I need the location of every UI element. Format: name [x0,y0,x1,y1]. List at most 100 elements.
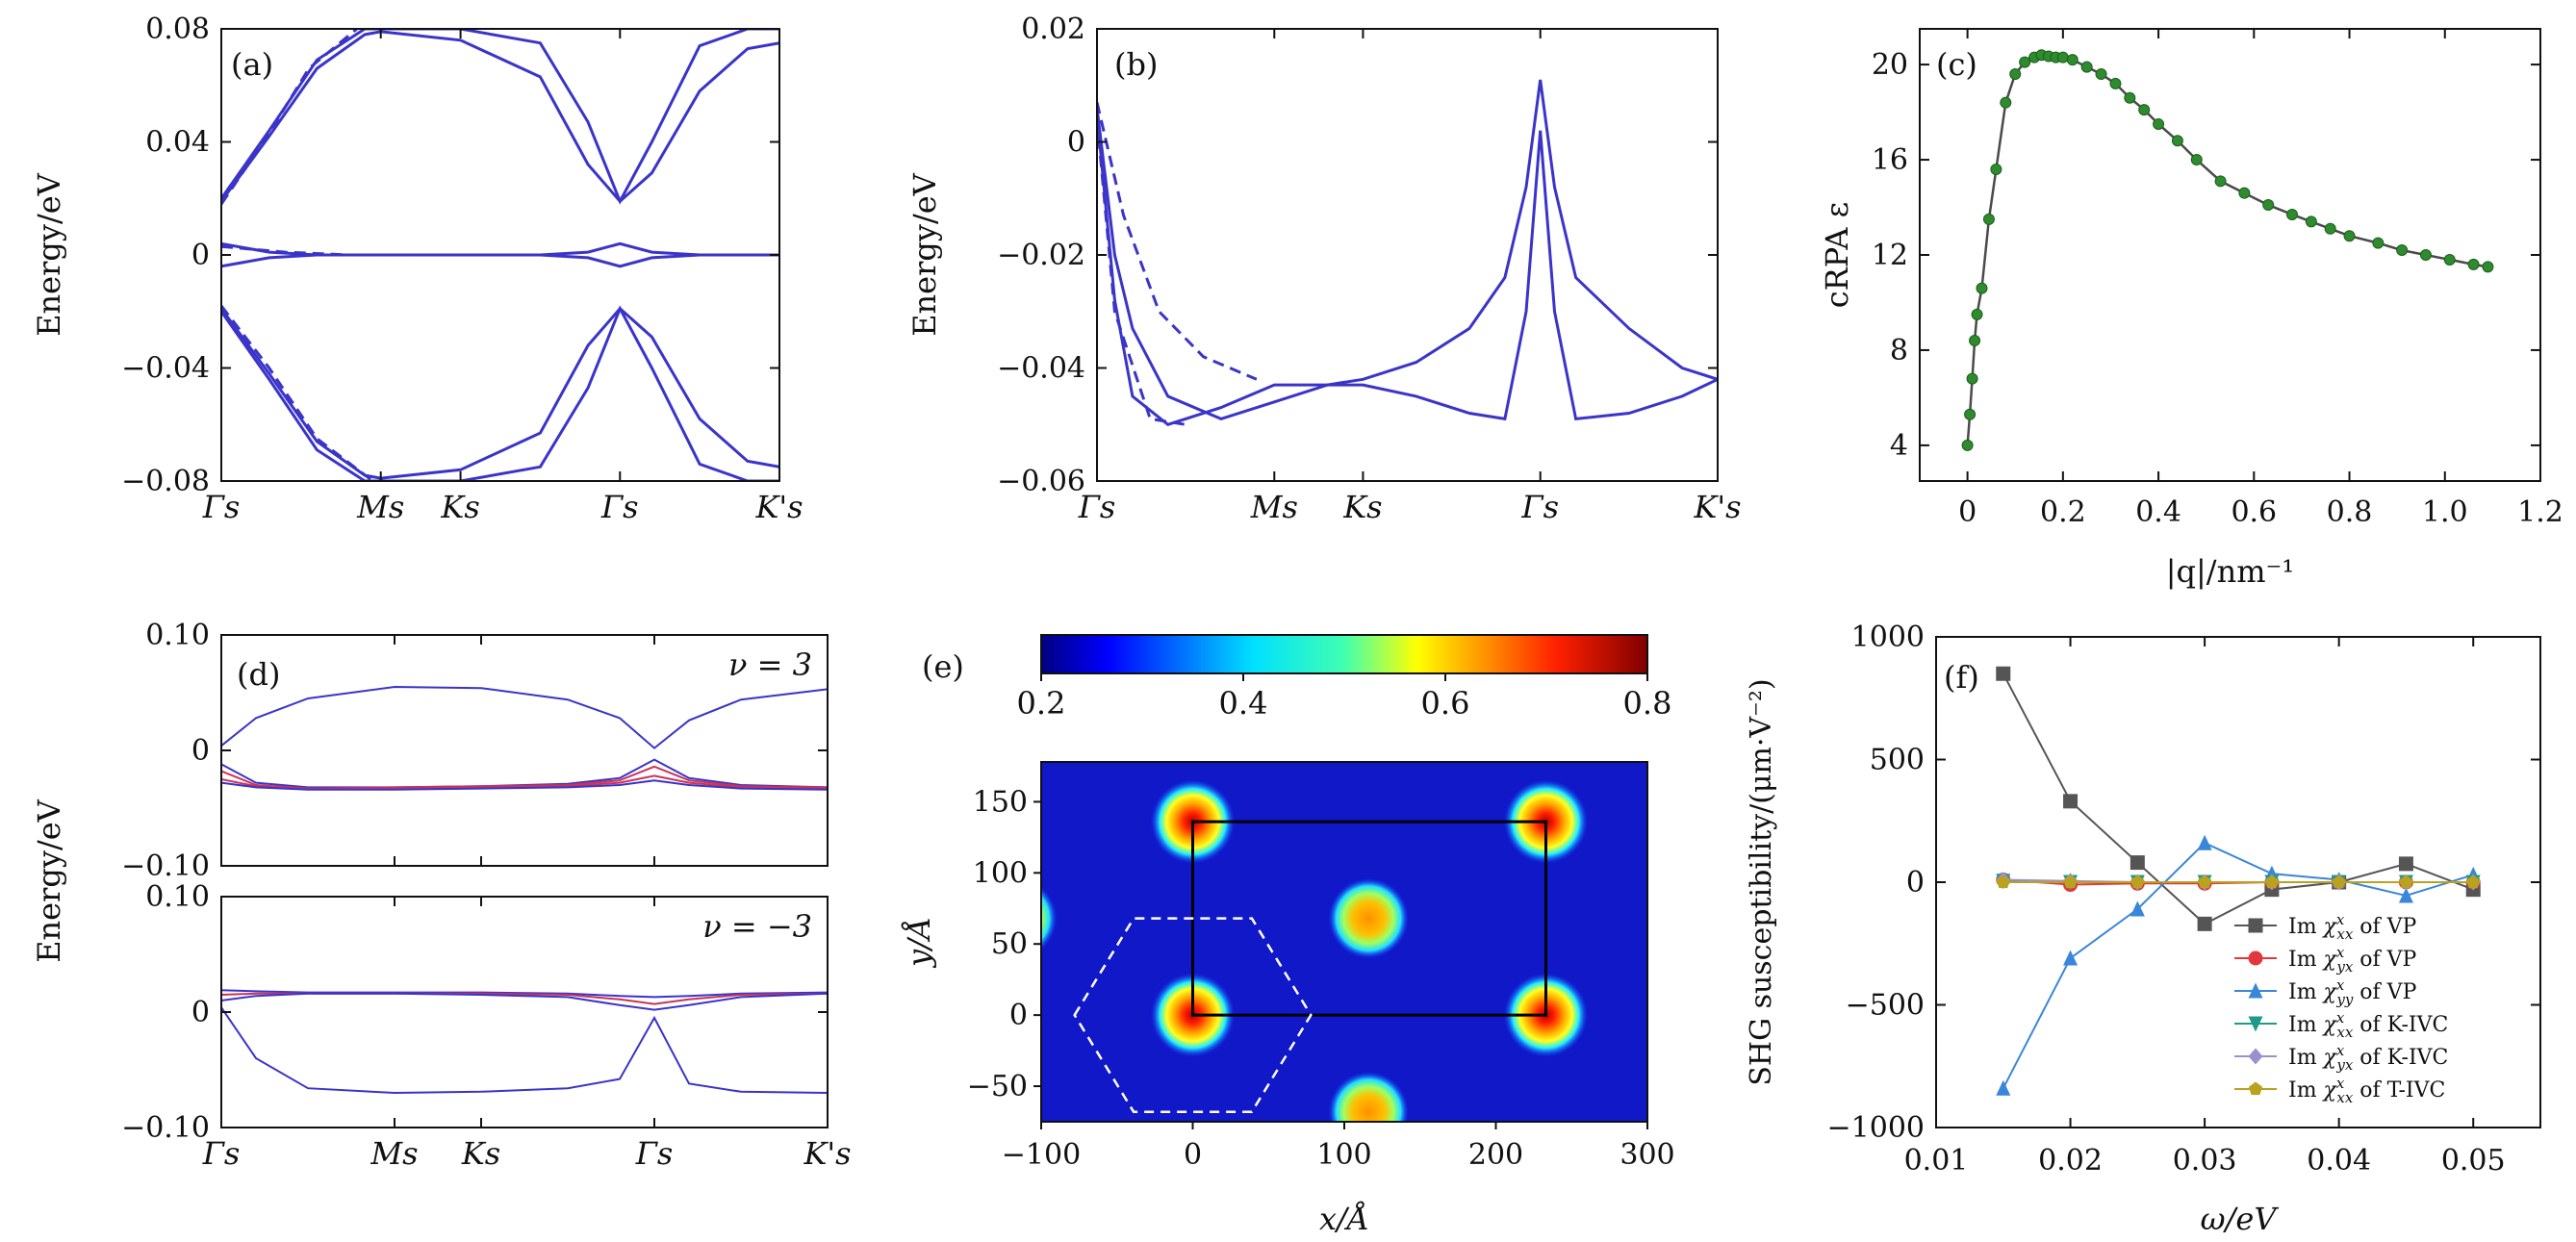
crpa-point [2109,77,2122,89]
k-point-label: K's [1693,489,1741,525]
y-tick-label: 150 [973,785,1028,819]
k-point-label: Ms [370,1135,418,1172]
panel-c-crpa-dielectric: 4 8 12 16 20 0 0.2 0.4 0.6 0.8 1.0 1.2 (c) |q|/nm⁻¹ cR… [1819,28,2563,590]
y-tick-label: 50 [991,927,1028,961]
y-axis-label: cRPA ε [1819,202,1855,308]
legend-entry-sup: x [2336,1042,2345,1059]
y-tick-label: 0.10 [145,880,210,914]
legend-entry-sub: yx [2335,1056,2353,1074]
y-tick-label: 20 [1872,48,1908,82]
colorbar-tick-label: 0.8 [1623,685,1672,722]
crpa-point [2138,104,2151,116]
marker-pentagon [2248,1081,2263,1096]
k-point-label: Γs [600,489,639,525]
x-axis-label: ω/eV [2201,1201,2280,1237]
band-line [221,304,374,481]
k-point-label: Γs [635,1135,674,1172]
crpa-point [1969,335,1981,347]
legend-entry-chi: χ [2322,1046,2338,1070]
crpa-point [1976,282,1988,294]
y-tick-label: 4 [1890,429,1908,463]
x-tick-label: 0.03 [2173,1144,2237,1178]
band-line [1097,113,1718,426]
band-line [1097,79,1718,420]
y-axis-label: Energy/eV [31,172,67,336]
crpa-point [2214,175,2227,188]
band-line [221,29,358,205]
y-tick-label: −0.06 [997,465,1085,498]
marker-square [2197,916,2212,931]
y-axis-label: SHG susceptibility/(μm·V⁻²) [1745,678,1778,1085]
y-tick-label: 0.08 [145,13,210,46]
filling-label: ν = −3 [702,908,812,945]
crpa-curve [1966,53,2488,445]
marker-triangle [2398,887,2413,903]
y-tick-label: −1000 [1827,1111,1925,1145]
marker-square [1996,666,2011,681]
band-line [221,765,828,790]
legend-entry-sup: x [2336,1075,2345,1092]
k-point-label: K's [803,1135,851,1172]
band-line [221,989,828,999]
marker-pentagon [2332,874,2346,889]
y-tick-label: 0 [1906,866,1925,900]
x-tick-label: 0.01 [1904,1144,1969,1178]
marker-triangle [2248,982,2263,999]
panel-label: (f) [1944,659,1979,696]
marker-pentagon [1996,874,2010,889]
hexagon-outline [1073,917,1313,1113]
crpa-point [1982,213,1995,225]
marker-square [2130,855,2145,871]
y-tick-label: 0.02 [1021,13,1085,46]
y-tick-label: 0 [191,996,210,1029]
x-axis-label: x/Å [1319,1201,1369,1237]
y-tick-label: −0.04 [997,352,1085,386]
band-line [221,758,828,789]
crpa-point [2056,51,2069,63]
band-line [221,774,828,790]
legend-entry-sup: x [2336,911,2345,928]
marker-triangle [1996,1079,2011,1096]
crpa-point [2000,96,2012,109]
band-series-group [221,29,779,481]
density-peak-mid [1041,886,1058,951]
marker-pentagon [2198,874,2212,889]
marker-pentagon [2399,874,2413,889]
band-line [1097,102,1258,381]
crpa-point [2009,68,2022,80]
marker-triangle [2063,950,2079,966]
legend-entry-pre: Im [2288,915,2324,939]
k-point-label: Γs [1520,489,1559,525]
legend-entry-post: of VP [2353,915,2416,939]
legend-entry-post: of VP [2353,980,2416,1004]
y-tick-label: 16 [1872,143,1908,177]
legend-entry-chi: χ [2322,1078,2338,1103]
x-tick-label: 100 [1316,1138,1371,1172]
colorbar [1040,634,1648,674]
panel-label: (e) [922,648,964,685]
colorbar-tick-label: 0.6 [1421,685,1470,722]
crpa-point [2286,208,2298,220]
legend-entry-chi: χ [2322,915,2338,939]
crpa-point [2372,237,2385,249]
legend-entry-sub: yy [2335,991,2353,1008]
y-tick-label: 500 [1870,744,1925,777]
k-point-label: K's [754,489,803,525]
panel-label: (d) [237,656,280,693]
crpa-point [2019,56,2031,68]
panel-e-charge-density-map: 0.2 0.4 0.6 0.8 150 100 50 0 −50 −100 0 100 200 300 (e… [901,634,1675,1237]
y-axis-label: Energy/eV [31,798,67,962]
legend-entry: Im χx xx of K-IVC [2288,1009,2448,1041]
legend-entry: Im χx yx of K-IVC [2288,1042,2448,1074]
legend-entry-chi: χ [2322,980,2338,1004]
marker-diamond [2248,1048,2263,1065]
y-tick-label: −0.08 [121,465,210,498]
colorbar-tick-label: 0.4 [1219,685,1268,722]
marker-pentagon [2063,874,2078,889]
x-tick-label: 0.2 [2040,495,2086,529]
k-point-label: Γs [202,1135,241,1172]
legend-entry-pre: Im [2288,1078,2324,1103]
